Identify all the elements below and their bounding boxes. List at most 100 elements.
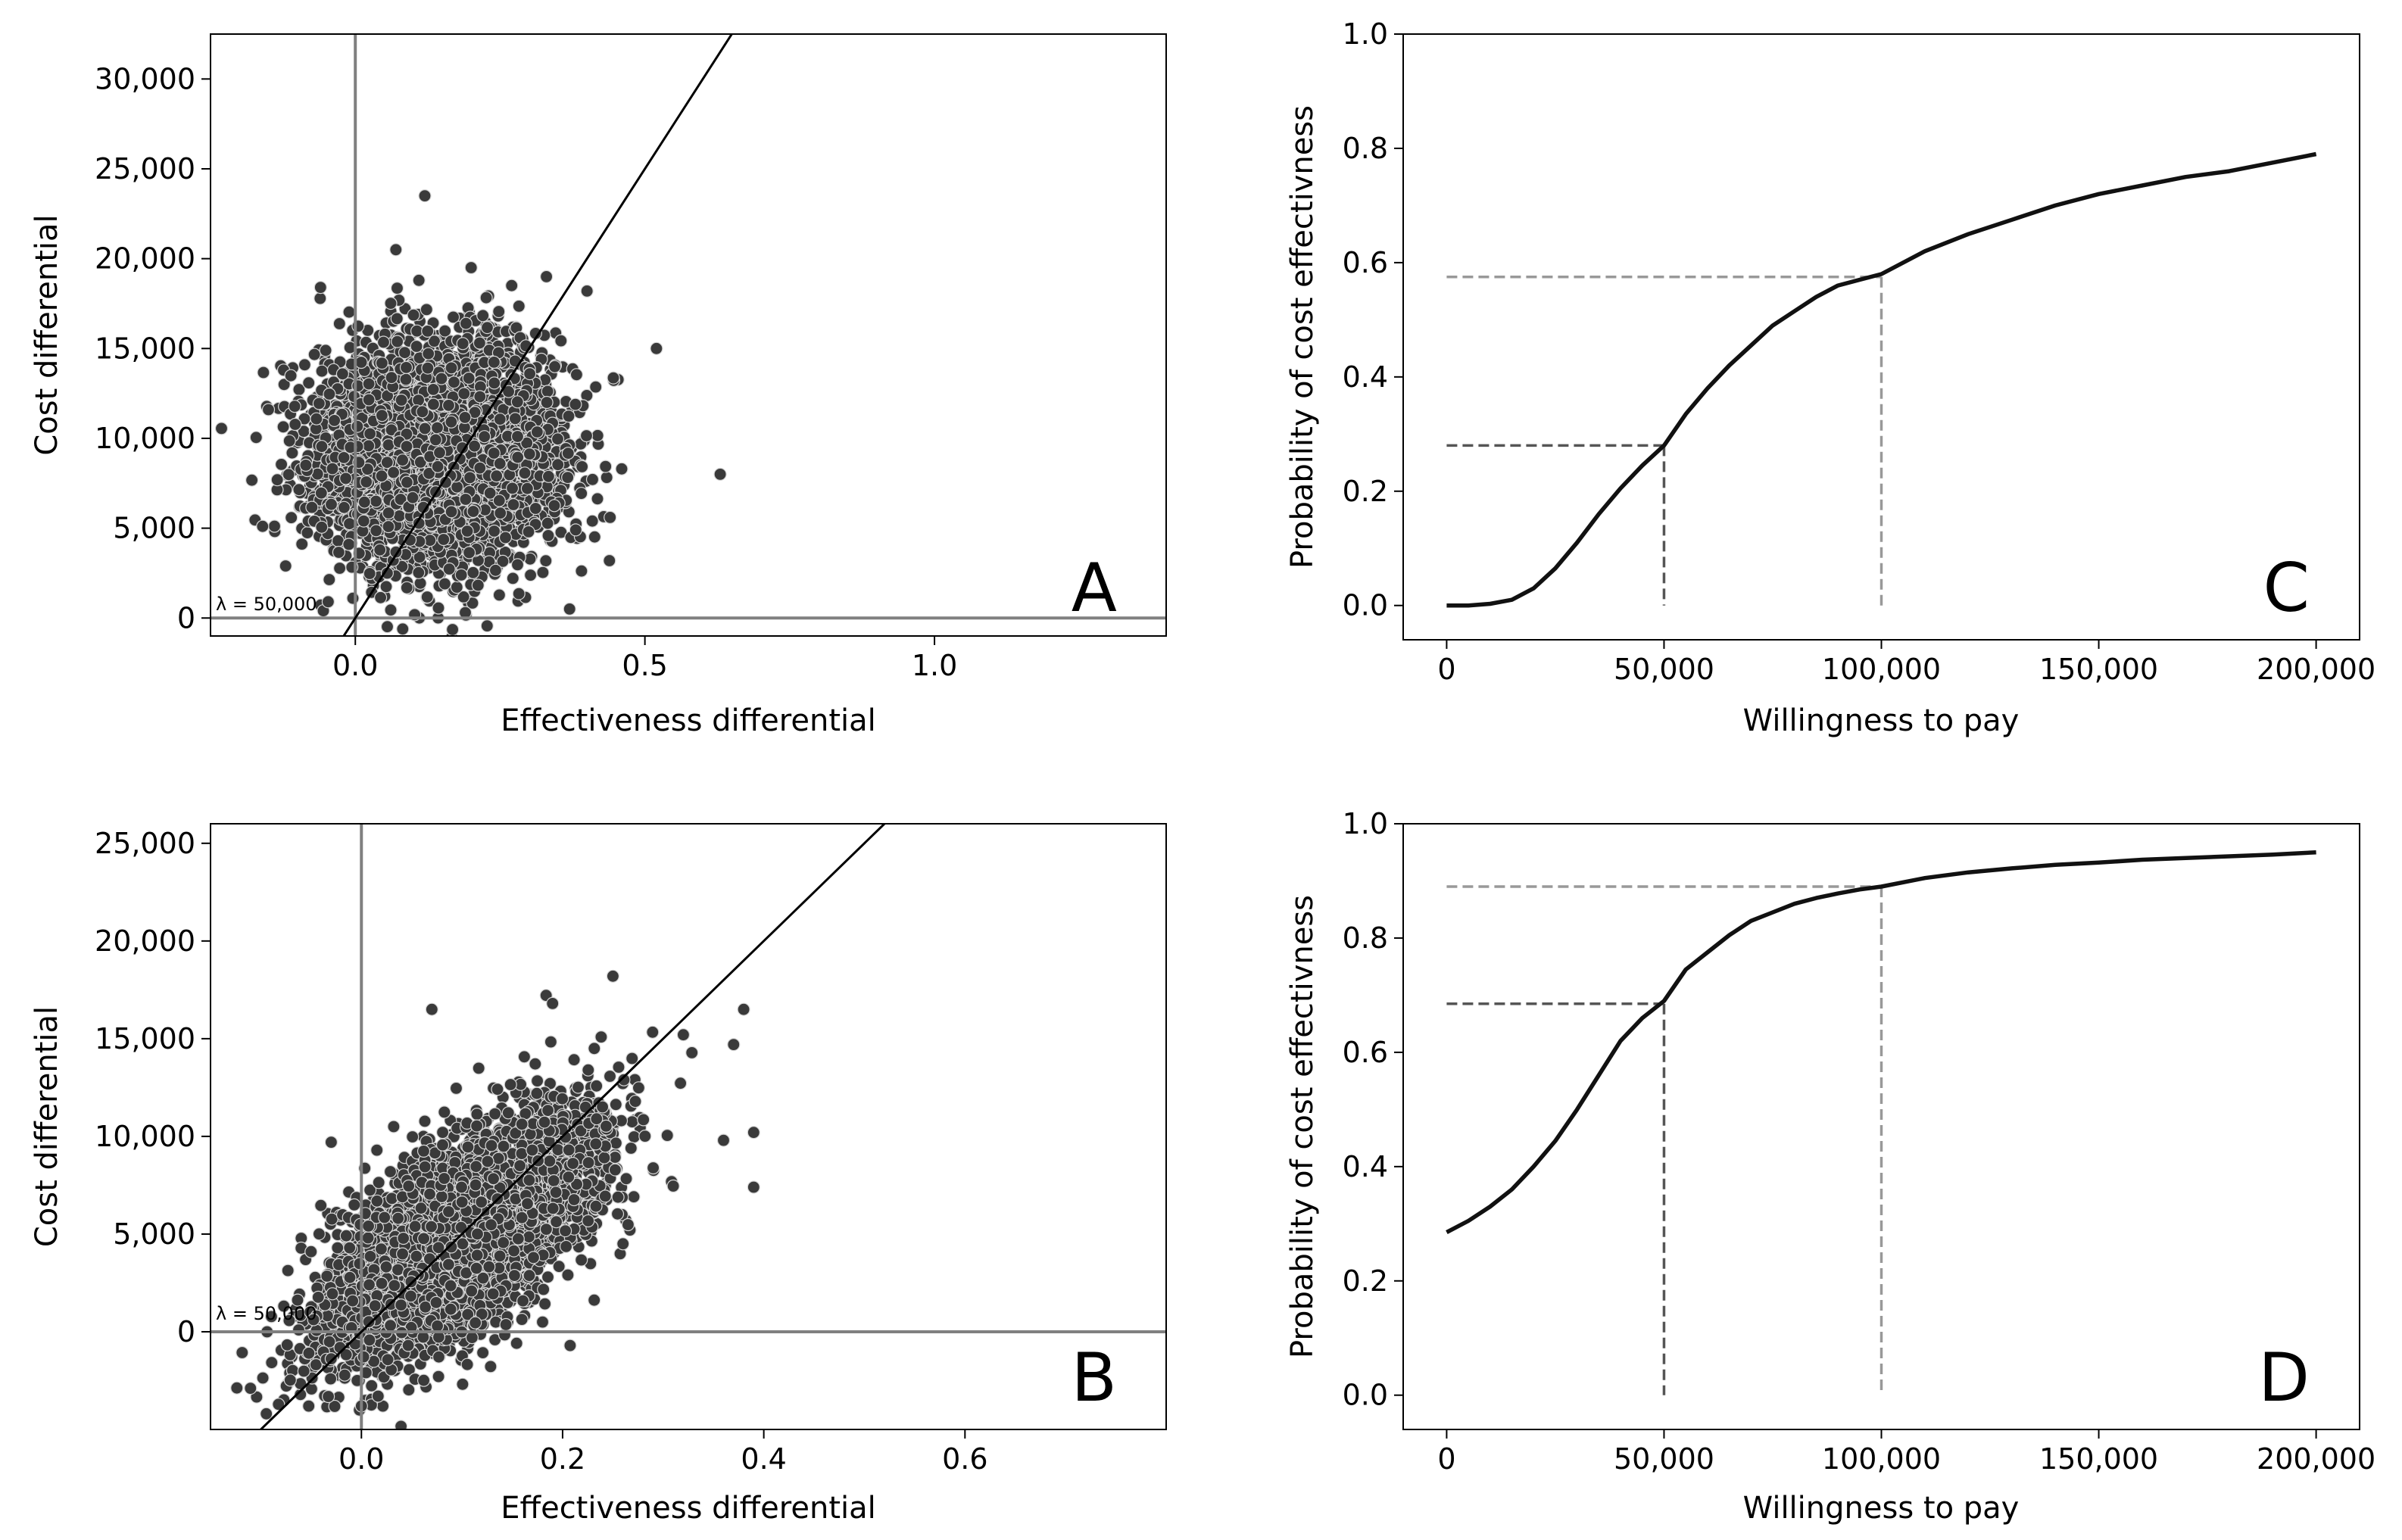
panel-a-point xyxy=(315,520,329,534)
panel-a-point xyxy=(357,495,371,509)
panel-a-point xyxy=(518,466,532,480)
panel-a-point xyxy=(292,483,306,497)
panel-a-point xyxy=(314,291,327,305)
panel-a-point xyxy=(275,457,289,472)
panel-a-point xyxy=(357,514,370,528)
panel-a-point xyxy=(494,507,507,520)
panel-a-point xyxy=(456,337,469,351)
panel-a-point xyxy=(307,348,321,361)
panel-a-point xyxy=(540,395,554,410)
panel-a-point xyxy=(416,405,429,419)
panel-a-point xyxy=(498,531,513,544)
panel-a-point xyxy=(373,543,387,556)
panel-a-point xyxy=(438,577,452,591)
panel-a-point xyxy=(429,433,442,447)
panel-a-point xyxy=(396,622,410,636)
panel-a-point xyxy=(332,316,346,331)
panel-a-point xyxy=(386,466,401,479)
panel-a-point xyxy=(480,619,494,633)
panel-a-point xyxy=(539,554,553,568)
panel-a-point xyxy=(476,309,490,323)
panel-a-point xyxy=(569,397,582,411)
panel-a-point xyxy=(487,524,501,538)
panel-a-point xyxy=(426,382,440,397)
panel-a-point xyxy=(420,303,433,316)
panel-a-point xyxy=(547,499,561,513)
panel-a-point xyxy=(541,528,555,543)
panel-a-point xyxy=(488,563,503,577)
panel-a-point xyxy=(314,281,327,295)
panel-a-point xyxy=(454,568,468,582)
panel-a-point xyxy=(466,566,480,579)
panel-a-point xyxy=(460,524,474,538)
panel-a-point xyxy=(337,500,351,514)
panel-a-y-axis-label: Cost differential xyxy=(30,214,64,455)
panel-a-point xyxy=(351,379,365,393)
panel-a-point xyxy=(523,568,538,582)
panel-a-point xyxy=(523,367,537,381)
panel-a-point xyxy=(575,460,589,474)
panel-a-point xyxy=(539,270,554,283)
panel-a-point xyxy=(379,580,393,594)
panel-a-point xyxy=(599,460,613,473)
panel-a-point xyxy=(523,447,536,461)
panel-a-point xyxy=(328,413,342,428)
panel-a-point xyxy=(362,393,376,407)
panel-a-point xyxy=(588,530,601,544)
panel-a-point xyxy=(288,400,301,413)
panel-a-point xyxy=(492,304,506,319)
panel-a-point xyxy=(406,491,420,504)
panel-a-point xyxy=(256,519,270,533)
panel-a-point xyxy=(480,321,494,335)
panel-a-point xyxy=(282,434,296,447)
panel-a-point xyxy=(442,562,456,576)
panel-a-point xyxy=(505,279,519,292)
panel-a-point xyxy=(321,595,335,609)
panel-a-point xyxy=(335,367,349,381)
panel-a-y-tick-label: 0 xyxy=(177,601,195,634)
panel-a-point xyxy=(301,526,314,540)
panel-a-point xyxy=(473,336,487,350)
panel-a-point xyxy=(305,500,319,514)
panel-a-point xyxy=(459,492,473,507)
panel-a-point xyxy=(487,355,501,369)
panel-a-point xyxy=(487,446,501,460)
panel-a-point xyxy=(422,347,435,360)
panel-a-point xyxy=(506,572,519,585)
panel-b-point xyxy=(588,1042,601,1055)
panel-a-point xyxy=(382,519,395,534)
panel-a-point xyxy=(395,393,408,407)
panel-a-point xyxy=(323,572,336,587)
panel-a-point xyxy=(420,590,434,604)
panel-a-point xyxy=(541,516,554,530)
panel-a-point xyxy=(413,455,427,469)
panel-a-point xyxy=(389,243,403,257)
panel-a-point xyxy=(331,534,345,547)
panel-a-point xyxy=(400,439,413,454)
panel-a-point xyxy=(362,377,376,391)
panel-a-point xyxy=(541,469,556,483)
panel-a-point xyxy=(284,369,298,382)
panel-a-point xyxy=(488,376,501,390)
panel-a-point xyxy=(285,511,298,525)
panel-a-point xyxy=(384,297,398,310)
panel-a-point xyxy=(490,469,504,483)
panel-a-y-tick-label: 20,000 xyxy=(95,242,195,276)
panel-a-point xyxy=(522,525,535,539)
panel-a-point xyxy=(267,519,282,533)
panel-a-point xyxy=(510,429,525,444)
panel-a-point xyxy=(427,335,441,348)
panel-b: 0.0 0.2 0.4 0.605,00010,00015,00020,00025,0… xyxy=(30,823,1167,1526)
panel-a-point xyxy=(493,413,507,426)
panel-a-point xyxy=(333,561,347,575)
panel-a-point xyxy=(450,580,463,594)
panel-a-point xyxy=(323,387,336,401)
panel-a-point xyxy=(411,393,426,407)
panel-a-point xyxy=(289,417,302,432)
panel-a-point xyxy=(554,334,568,348)
panel-a-point xyxy=(398,346,412,360)
panel-a-point xyxy=(376,335,391,349)
panel-a-point xyxy=(432,601,445,615)
panel-a-point xyxy=(512,299,526,313)
